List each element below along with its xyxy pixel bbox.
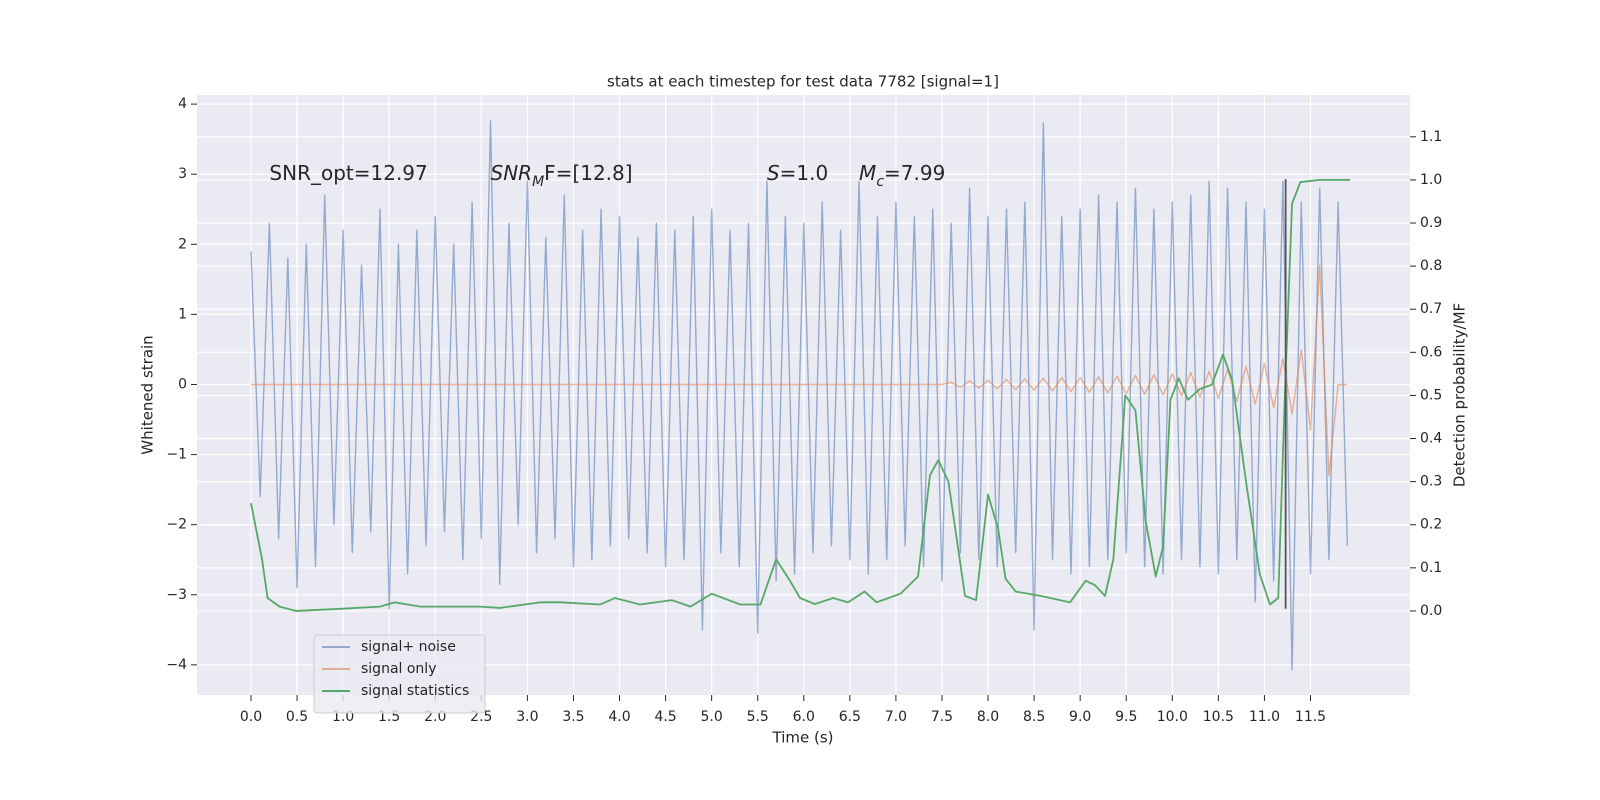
y2-tick-label: 0.3 [1420,474,1442,490]
x-axis-label: Time (s) [772,729,834,747]
x-tick-label: 4.5 [654,709,676,725]
x-tick-label: 8.5 [1023,709,1045,725]
y-tick-label: 1 [178,306,187,322]
x-tick-label: 5.0 [701,709,723,725]
annotation: Mc=7.99 [859,161,945,191]
marks [250,120,1351,671]
grid [197,95,1410,695]
series-line [250,179,1351,612]
y2-tick-label: 0.0 [1420,603,1442,619]
y-tick-label: 4 [178,96,187,112]
y2-tick-label: 0.9 [1420,215,1442,231]
y-tick-label: −4 [166,657,187,673]
y2-tick-label: 0.8 [1420,258,1442,274]
y-tick-label: 3 [178,166,187,182]
x-tick-label: 9.0 [1069,709,1091,725]
annotation: SNR_opt=12.97 [269,161,427,185]
y2-tick-label: 0.5 [1420,387,1442,403]
x-tick-label: 0.5 [286,709,308,725]
x-tick-label: 8.0 [977,709,999,725]
annotation: S=1.0 [767,161,828,185]
legend-frame [313,634,486,714]
x-tick-label: 6.5 [839,709,861,725]
x-tick-label: 3.0 [516,709,538,725]
foreground: 0.0 0.5 1.0 1.5 2.0 2.5 3.0 3.5 4.0 4.5 5.0 5.5 6.0 6… [166,96,1442,725]
x-tick-label: 6.0 [793,709,815,725]
y2-axis-label: Detection probability/MF [1451,303,1469,487]
legend-label: signal+ noise [361,639,456,655]
y2-tick-label: 0.1 [1420,560,1442,576]
x-tick-label: 4.0 [608,709,630,725]
y2-tick-label: 1.1 [1420,129,1442,145]
annotation-part: SNR_opt=12.97 [269,161,427,185]
y2-tick-label: 0.6 [1420,344,1442,360]
y2-tick-label: 1.0 [1420,172,1442,188]
x-tick-label: 11.0 [1249,709,1280,725]
x-tick-label: 10.5 [1203,709,1234,725]
y-tick-label: −1 [166,447,187,463]
x-tick-label: 0.0 [240,709,262,725]
annotation-part: M [532,174,544,190]
y2-tick-label: 0.7 [1420,301,1442,317]
annotation-part: =7.99 [884,161,945,185]
legend: signal+ noise signal only signal statistic… [313,634,486,714]
x-tick-label: 7.5 [931,709,953,725]
x-tick-label: 11.5 [1295,709,1326,725]
annotation-part: =1.0 [780,161,829,185]
annotation-part: S [767,161,780,185]
series-line [250,264,1348,477]
annotation-part: F=[12.8] [544,161,632,185]
legend-label: signal only [361,661,436,677]
chart-title: stats at each timestep for test data 778… [607,73,999,91]
x-tick-label: 9.5 [1115,709,1137,725]
y2-tick-label: 0.2 [1420,517,1442,533]
x-tick-label: 5.5 [747,709,769,725]
y2-tick-label: 0.4 [1420,431,1442,447]
y-tick-label: −3 [166,587,187,603]
x-tick-label: 7.0 [885,709,907,725]
y-tick-label: −2 [166,517,187,533]
x-tick-label: 10.0 [1157,709,1188,725]
annotation-part: c [876,174,884,190]
y-axis-label: Whitened strain [139,335,157,454]
legend-label: signal statistics [361,683,469,699]
annotation: SNRMF=[12.8] [491,161,633,191]
y-tick-label: 0 [178,376,187,392]
annotation-part: SNR [491,161,533,185]
annotation-part: M [859,161,876,185]
x-tick-label: 3.5 [562,709,584,725]
y-tick-label: 2 [178,236,187,252]
